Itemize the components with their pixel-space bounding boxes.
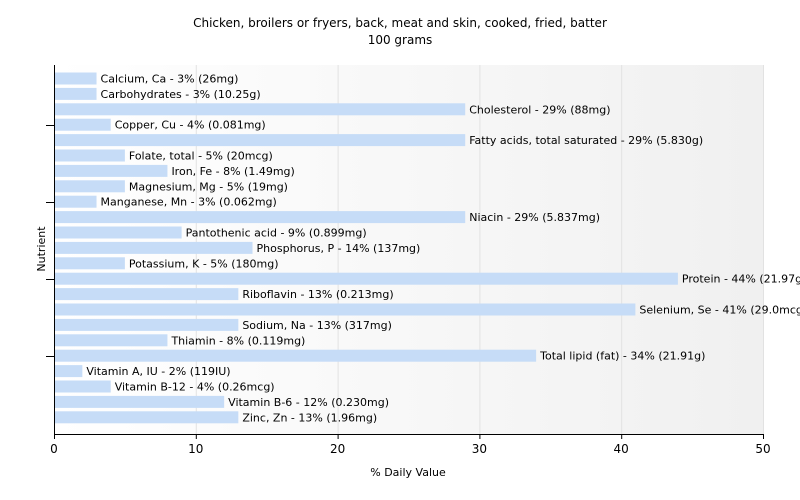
- bar: [55, 365, 83, 378]
- bar: [55, 149, 125, 162]
- bar: [55, 411, 239, 424]
- bar-label: Carbohydrates - 3% (10.25g): [101, 88, 261, 101]
- bar-label: Copper, Cu - 4% (0.081mg): [115, 119, 266, 132]
- bar-label: Vitamin B-12 - 4% (0.26mcg): [115, 381, 275, 394]
- bar-label: Niacin - 29% (5.837mg): [469, 211, 600, 224]
- bar-label: Vitamin A, IU - 2% (119IU): [86, 365, 230, 378]
- bar: [55, 241, 253, 254]
- bar-label: Selenium, Se - 41% (29.0mcg): [639, 304, 800, 317]
- bar-label: Sodium, Na - 13% (317mg): [242, 319, 392, 332]
- bar: [55, 272, 678, 285]
- bar-label: Riboflavin - 13% (0.213mg): [242, 288, 393, 301]
- bar-label: Vitamin B-6 - 12% (0.230mg): [228, 396, 389, 409]
- bar: [55, 180, 125, 193]
- chart-subtitle: 100 grams: [367, 33, 433, 47]
- bar: [55, 72, 97, 85]
- bar-label: Protein - 44% (21.97g): [682, 273, 800, 286]
- gridlines: [195, 65, 764, 434]
- bar-label: Folate, total - 5% (20mcg): [129, 150, 273, 163]
- bar: [55, 103, 466, 116]
- bar-label: Zinc, Zn - 13% (1.96mg): [242, 411, 377, 424]
- bar-label: Calcium, Ca - 3% (26mg): [101, 73, 239, 86]
- bar: [55, 118, 111, 131]
- bar-label: Magnesium, Mg - 5% (19mg): [129, 180, 288, 193]
- bar: [55, 288, 239, 301]
- bar: [55, 87, 97, 100]
- bar-label: Total lipid (fat) - 34% (21.91g): [539, 350, 705, 363]
- x-tick-label: 40: [614, 442, 629, 456]
- bar: [55, 195, 97, 208]
- bar: [55, 134, 466, 147]
- bar: [55, 395, 225, 408]
- bar: [55, 318, 239, 331]
- bar: [55, 226, 182, 239]
- bar-labels: Calcium, Ca - 3% (26mg) Carbohydrates - 3…: [86, 73, 800, 425]
- x-axis-title: % Daily Value: [370, 466, 446, 479]
- bar-label: Manganese, Mn - 3% (0.062mg): [101, 196, 277, 209]
- bar: [55, 380, 111, 393]
- bar-label: Fatty acids, total saturated - 29% (5.83…: [469, 134, 703, 147]
- x-tick-label: 10: [188, 442, 203, 456]
- x-tick-label: 30: [472, 442, 487, 456]
- bar-label: Potassium, K - 5% (180mg): [129, 257, 279, 270]
- bar: [55, 211, 466, 224]
- bar-label: Iron, Fe - 8% (1.49mg): [171, 165, 294, 178]
- bar: [55, 164, 168, 177]
- bar: [55, 334, 168, 347]
- bar-label: Thiamin - 8% (0.119mg): [170, 334, 305, 347]
- bars: [55, 72, 678, 424]
- x-tick-label: 50: [755, 442, 770, 456]
- axes: 0 10 20 30 40 50: [46, 65, 771, 456]
- bar: [55, 303, 636, 316]
- chart-title: Chicken, broilers or fryers, back, meat …: [193, 16, 607, 30]
- bar-label: Cholesterol - 29% (88mg): [469, 103, 610, 116]
- bar: [55, 257, 125, 270]
- x-tick-label: 0: [50, 442, 58, 456]
- x-tick-label: 20: [330, 442, 345, 456]
- y-axis-title: Nutrient: [35, 226, 48, 272]
- bar: [55, 349, 537, 362]
- bar-label: Phosphorus, P - 14% (137mg): [257, 242, 421, 255]
- bar-label: Pantothenic acid - 9% (0.899mg): [186, 227, 367, 240]
